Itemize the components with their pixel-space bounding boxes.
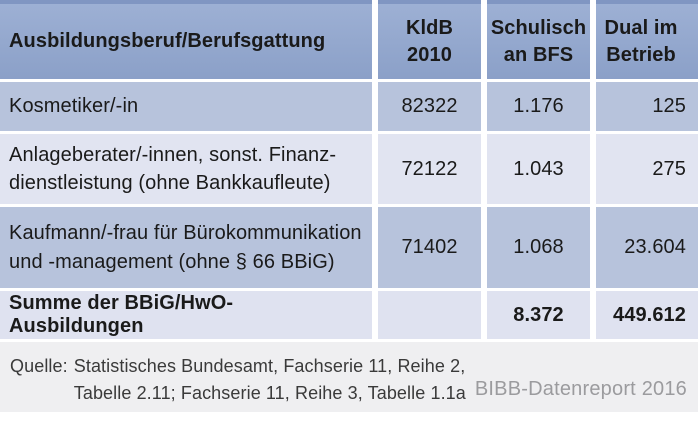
column-header-kldb: KldB 2010 bbox=[378, 0, 481, 79]
occupation-cell: Kosmetiker/-in bbox=[0, 82, 372, 131]
column-header-bfs-line2: an BFS bbox=[503, 43, 574, 66]
dual-cell: 275 bbox=[596, 134, 698, 204]
occupation-name-line2: dienstleistung (ohne Bankkaufleute) bbox=[9, 172, 331, 194]
kldb-value: 71402 bbox=[401, 236, 458, 258]
total-label-cell: Summe der BBiG/HwO-Ausbildungen bbox=[0, 291, 372, 339]
table-header-row: Ausbildungsberuf/Berufsgattung KldB 2010… bbox=[0, 0, 698, 79]
figure-footer: Quelle: Statistisches Bundesamt, Fachser… bbox=[0, 342, 698, 412]
dual-value: 125 bbox=[652, 95, 686, 117]
dual-cell: 125 bbox=[596, 82, 698, 131]
total-bfs-value: 8.372 bbox=[513, 303, 564, 326]
column-header-dual: Dual im Betrieb bbox=[596, 0, 698, 79]
bfs-cell: 1.068 bbox=[487, 207, 590, 288]
kldb-cell: 71402 bbox=[378, 207, 481, 288]
column-header-dual-line1: Dual im bbox=[604, 17, 678, 40]
occupation-name-line1: Anlageberater/-innen, sonst. Finanz- bbox=[9, 143, 337, 166]
source-note: Quelle: Statistisches Bundesamt, Fachser… bbox=[10, 353, 698, 407]
dual-value: 275 bbox=[652, 157, 686, 180]
statistics-table-figure: Ausbildungsberuf/Berufsgattung KldB 2010… bbox=[0, 0, 698, 412]
occupation-name-line2: und -management (ohne § 66 BBiG) bbox=[9, 250, 335, 273]
column-header-dual-line2: Betrieb bbox=[606, 43, 676, 66]
source-text-line2: Tabelle 2.11; Fachserie 11, Reihe 3, Tab… bbox=[73, 383, 466, 403]
table-row: Anlageberater/-innen, sonst. Finanz- die… bbox=[0, 134, 698, 204]
column-header-kldb-line2: 2010 bbox=[407, 43, 452, 66]
column-header-occupation-label: Ausbildungsberuf/Berufsgattung bbox=[9, 30, 326, 53]
kldb-value: 82322 bbox=[401, 95, 458, 117]
bfs-cell: 1.176 bbox=[487, 82, 590, 131]
column-header-bfs: Schulisch an BFS bbox=[487, 0, 590, 79]
total-dual-cell: 449.612 bbox=[596, 291, 698, 339]
total-kldb-cell bbox=[378, 291, 481, 339]
source-label: Quelle: bbox=[10, 356, 68, 376]
dual-cell: 23.604 bbox=[596, 207, 698, 288]
bfs-value: 1.176 bbox=[513, 95, 564, 117]
column-header-bfs-line1: Schulisch bbox=[490, 17, 587, 40]
occupation-cell: Anlageberater/-innen, sonst. Finanz- die… bbox=[0, 134, 372, 204]
total-bfs-cell: 8.372 bbox=[487, 291, 590, 339]
source-text: Statistisches Bundesamt, Fachserie 11, R… bbox=[74, 353, 466, 407]
kldb-cell: 72122 bbox=[378, 134, 481, 204]
bfs-value: 1.068 bbox=[513, 236, 564, 258]
bfs-cell: 1.043 bbox=[487, 134, 590, 204]
total-label: Summe der BBiG/HwO-Ausbildungen bbox=[9, 292, 234, 337]
dual-value: 23.604 bbox=[624, 236, 686, 258]
total-dual-value: 449.612 bbox=[613, 303, 686, 326]
column-header-kldb-line1: KldB bbox=[405, 17, 454, 40]
occupation-name: Kosmetiker/-in bbox=[9, 95, 139, 117]
report-credit: BIBB-Datenreport 2016 bbox=[474, 378, 687, 400]
kldb-cell: 82322 bbox=[378, 82, 481, 131]
source-text-line1: Statistisches Bundesamt, Fachserie 11, R… bbox=[73, 356, 466, 376]
table-row: Kaufmann/-frau für Bürokommunikation und… bbox=[0, 207, 698, 288]
bfs-value: 1.043 bbox=[513, 157, 564, 180]
table-total-row: Summe der BBiG/HwO-Ausbildungen 8.372 44… bbox=[0, 291, 698, 339]
occupation-name: Anlageberater/-innen, sonst. Finanz- die… bbox=[9, 141, 336, 198]
occupation-cell: Kaufmann/-frau für Bürokommunikation und… bbox=[0, 207, 372, 288]
occupation-name-line1: Kaufmann/-frau für Bürokommunikation bbox=[9, 222, 362, 245]
kldb-value: 72122 bbox=[401, 157, 458, 180]
table-row: Kosmetiker/-in 82322 1.176 125 bbox=[0, 82, 698, 131]
occupation-name: Kaufmann/-frau für Bürokommunikation und… bbox=[9, 219, 362, 276]
column-header-occupation: Ausbildungsberuf/Berufsgattung bbox=[0, 0, 372, 79]
